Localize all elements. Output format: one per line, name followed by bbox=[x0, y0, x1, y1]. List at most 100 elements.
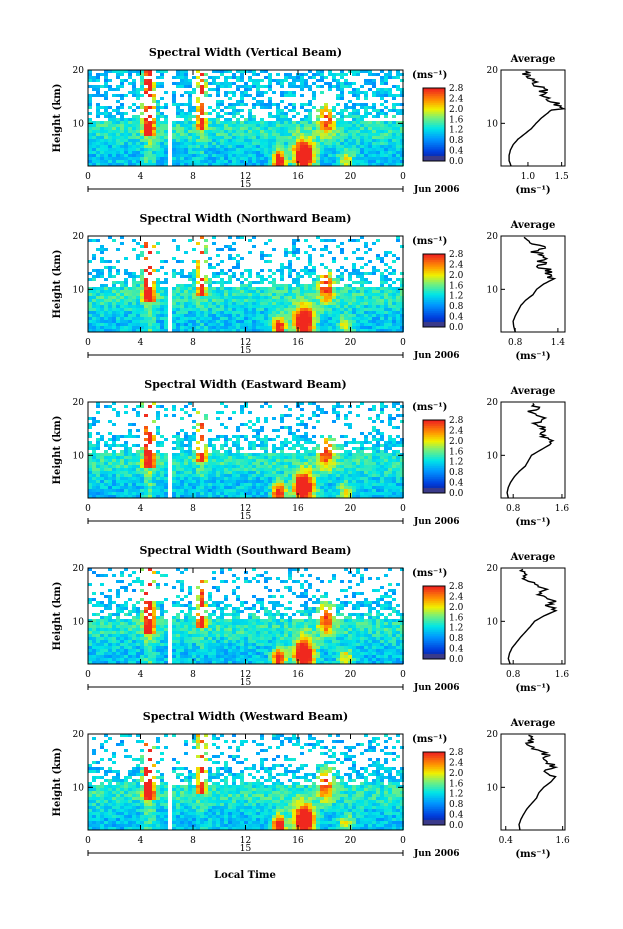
colorbar bbox=[423, 586, 445, 660]
x-tick-label: 0 bbox=[85, 670, 91, 680]
x-tick-label: 4 bbox=[138, 836, 144, 846]
profile-line bbox=[507, 568, 558, 665]
y-tick-label: 10 bbox=[73, 451, 85, 461]
colorbar-unit: (ms⁻¹) bbox=[412, 402, 447, 413]
colorbar-tick-label: 2.4 bbox=[449, 758, 464, 768]
profile-x-label: (ms⁻¹) bbox=[515, 849, 550, 860]
profile-frame bbox=[500, 235, 566, 333]
height-axis-label: Height (km) bbox=[52, 416, 63, 485]
colorbar-tick-label: 0.0 bbox=[449, 821, 464, 831]
profile-title: Average bbox=[510, 718, 556, 729]
profile-x-tick-label: 1.6 bbox=[555, 670, 570, 680]
colorbar-tick-label: 1.6 bbox=[449, 779, 464, 789]
colorbar-unit: (ms⁻¹) bbox=[412, 568, 447, 579]
profile-frame bbox=[500, 401, 566, 499]
colorbar-frame bbox=[422, 585, 446, 660]
height-axis-label: Height (km) bbox=[52, 582, 63, 651]
profile-x-tick-label: 0.8 bbox=[508, 338, 523, 348]
panel-4: Spectral Width (Westward Beam) 10 20 Height… bbox=[52, 710, 570, 860]
colorbar-tick-label: 0.4 bbox=[449, 811, 464, 821]
date-label: Jun 2006 bbox=[413, 351, 460, 361]
profile-x-label: (ms⁻¹) bbox=[515, 185, 550, 196]
colorbar bbox=[423, 254, 445, 328]
profile-title: Average bbox=[510, 54, 556, 65]
colorbar-tick-label: 2.8 bbox=[449, 582, 464, 592]
colorbar bbox=[423, 88, 445, 162]
profile-frame bbox=[500, 69, 566, 167]
colorbar-frame bbox=[422, 87, 446, 162]
panel-title: Spectral Width (Vertical Beam) bbox=[149, 46, 342, 59]
colorbar bbox=[423, 420, 445, 494]
day-label: 15 bbox=[240, 512, 252, 522]
colorbar-tick-label: 0.4 bbox=[449, 313, 464, 323]
x-tick-label: 12 bbox=[240, 172, 251, 182]
colorbar-tick-label: 1.6 bbox=[449, 115, 464, 125]
x-tick-label: 4 bbox=[138, 338, 144, 348]
colorbar-unit: (ms⁻¹) bbox=[412, 734, 447, 745]
colorbar-tick-label: 1.2 bbox=[449, 790, 463, 800]
day-label: 15 bbox=[240, 844, 252, 854]
colorbar-frame bbox=[422, 751, 446, 826]
profile-line bbox=[506, 402, 555, 499]
heatmap-field bbox=[88, 568, 404, 664]
profile-frame bbox=[500, 567, 566, 665]
x-tick-label: 8 bbox=[190, 504, 196, 514]
x-tick-label: 16 bbox=[292, 670, 304, 680]
profile-y-tick-label: 10 bbox=[487, 285, 499, 295]
colorbar-tick-label: 0.4 bbox=[449, 645, 464, 655]
colorbar-tick-label: 2.8 bbox=[449, 250, 464, 260]
x-tick-label: 0 bbox=[85, 504, 91, 514]
x-tick-label: 4 bbox=[138, 172, 144, 182]
profile-x-tick-label: 1.5 bbox=[554, 172, 569, 182]
colorbar-tick-label: 2.4 bbox=[449, 426, 464, 436]
profile-x-tick-label: 1.6 bbox=[555, 836, 570, 846]
x-tick-label: 4 bbox=[138, 504, 144, 514]
panel-1: Spectral Width (Northward Beam) 10 20 Heigh… bbox=[52, 212, 566, 362]
x-tick-label: 8 bbox=[190, 836, 196, 846]
colorbar-frame bbox=[422, 253, 446, 328]
y-tick-label: 10 bbox=[73, 285, 85, 295]
x-tick-label: 20 bbox=[345, 670, 357, 680]
profile-x-label: (ms⁻¹) bbox=[515, 517, 550, 528]
colorbar-tick-label: 0.8 bbox=[449, 136, 464, 146]
colorbar-tick-label: 2.0 bbox=[449, 271, 464, 281]
profile-title: Average bbox=[510, 220, 556, 231]
colorbar-tick-label: 0.4 bbox=[449, 147, 464, 157]
profile-title: Average bbox=[510, 386, 556, 397]
profile-line bbox=[512, 236, 557, 333]
colorbar-tick-label: 2.4 bbox=[449, 260, 464, 270]
colorbar-tick-label: 1.6 bbox=[449, 613, 464, 623]
profile-line bbox=[508, 70, 567, 167]
profile-x-tick-label: 0.4 bbox=[499, 836, 514, 846]
date-label: Jun 2006 bbox=[413, 683, 460, 693]
y-tick-label: 10 bbox=[73, 119, 85, 129]
height-axis-label: Height (km) bbox=[52, 250, 63, 319]
colorbar-tick-label: 0.0 bbox=[449, 157, 464, 167]
local-time-axis-label: Local Time bbox=[214, 870, 276, 881]
profile-frame bbox=[500, 733, 566, 831]
panel-3: Spectral Width (Southward Beam) 10 20 Heigh… bbox=[52, 544, 569, 694]
colorbar-tick-label: 0.0 bbox=[449, 655, 464, 665]
x-tick-label: 8 bbox=[190, 338, 196, 348]
colorbar-tick-label: 2.0 bbox=[449, 769, 464, 779]
colorbar-tick-label: 1.2 bbox=[449, 292, 463, 302]
colorbar-tick-label: 1.2 bbox=[449, 126, 463, 136]
x-tick-label: 0 bbox=[400, 338, 406, 348]
profile-y-tick-label: 20 bbox=[487, 730, 499, 740]
profile-title: Average bbox=[510, 552, 556, 563]
x-tick-label: 20 bbox=[345, 338, 357, 348]
colorbar-tick-label: 0.8 bbox=[449, 800, 464, 810]
date-label: Jun 2006 bbox=[413, 517, 460, 527]
x-tick-label: 12 bbox=[240, 338, 251, 348]
colorbar-tick-label: 0.8 bbox=[449, 468, 464, 478]
panel-0: Spectral Width (Vertical Beam) 10 20 Height… bbox=[52, 46, 569, 196]
y-tick-label: 20 bbox=[73, 730, 85, 740]
x-tick-label: 0 bbox=[85, 172, 91, 182]
y-tick-label: 10 bbox=[73, 617, 85, 627]
x-tick-label: 20 bbox=[345, 172, 357, 182]
x-tick-label: 16 bbox=[292, 172, 304, 182]
colorbar-tick-label: 2.0 bbox=[449, 105, 464, 115]
colorbar-tick-label: 2.0 bbox=[449, 437, 464, 447]
x-tick-label: 20 bbox=[345, 504, 357, 514]
y-tick-label: 20 bbox=[73, 564, 85, 574]
